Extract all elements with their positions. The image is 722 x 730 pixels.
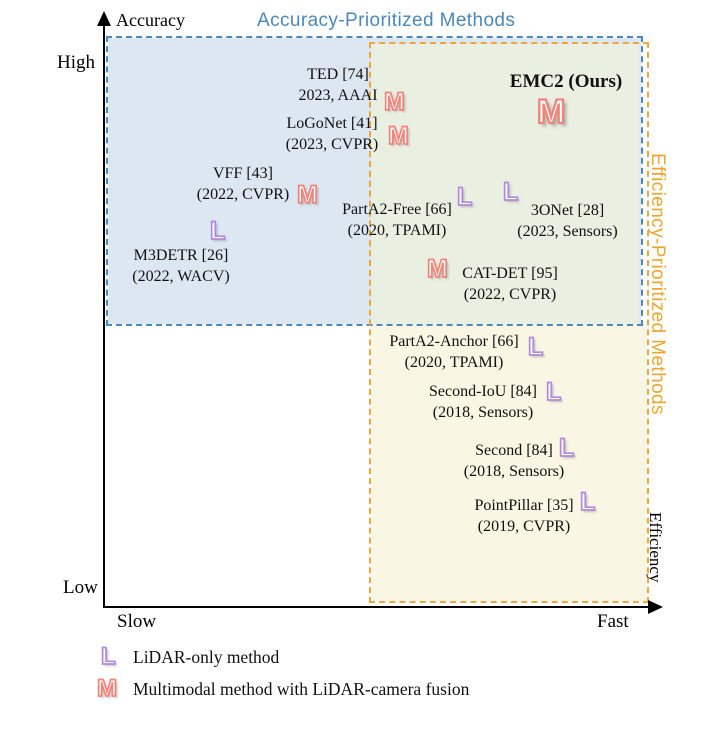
y-tick-high: High bbox=[57, 52, 95, 73]
legend-lidar-label: LiDAR-only method bbox=[133, 647, 280, 667]
lidar-icon: L bbox=[502, 178, 519, 206]
multimodal-icon-emc2: M bbox=[536, 93, 567, 131]
y-axis-label: Accuracy bbox=[116, 10, 185, 30]
method-label-parta2-anchor: PartA2-Anchor [66] (2020, TPAMI) bbox=[389, 333, 519, 371]
legend-multimodal-icon: M bbox=[96, 675, 118, 702]
lidar-icon: L bbox=[209, 217, 226, 245]
method-label-ted: TED [74] 2023, AAAI bbox=[298, 66, 378, 104]
method-label-3onet: 3ONet [28] (2023, Sensors) bbox=[517, 202, 618, 240]
method-label-second-iou: Second-IoU [84] (2018, Sensors) bbox=[429, 383, 537, 421]
efficiency-region-border bbox=[369, 42, 649, 603]
y-axis-arrow-icon bbox=[97, 11, 111, 26]
lidar-icon: L bbox=[527, 333, 544, 361]
x-axis-arrow-icon bbox=[648, 600, 663, 614]
x-tick-slow: Slow bbox=[117, 611, 157, 632]
legend-lidar-icon: L bbox=[100, 643, 116, 670]
multimodal-icon: M bbox=[296, 181, 319, 209]
legend-multimodal-label: Multimodal method with LiDAR-camera fusi… bbox=[133, 679, 470, 699]
overlap-region-fill bbox=[371, 44, 639, 324]
multimodal-icon: M bbox=[387, 122, 410, 150]
x-axis bbox=[104, 606, 650, 608]
method-label-logonet: LoGoNet [41] (2023, CVPR) bbox=[285, 115, 379, 153]
method-label-second: Second [84] (2018, Sensors) bbox=[463, 442, 565, 480]
x-tick-fast: Fast bbox=[597, 611, 629, 632]
lidar-icon: L bbox=[579, 488, 596, 516]
efficiency-region-title: Efficiency-Prioritized Methods bbox=[647, 153, 668, 415]
multimodal-icon: M bbox=[383, 88, 406, 116]
method-label-parta2-free: PartA2-Free [66] (2020, TPAMI) bbox=[342, 201, 452, 239]
efficiency-region-fill bbox=[371, 324, 647, 601]
lidar-icon: L bbox=[456, 183, 473, 211]
method-label-pointpillar: PointPillar [35] (2019, CVPR) bbox=[474, 497, 574, 535]
method-label-vff: VFF [43] (2022, CVPR) bbox=[196, 165, 290, 203]
x-axis-label: Efficiency bbox=[646, 512, 665, 583]
y-axis bbox=[103, 24, 105, 608]
accuracy-region-border bbox=[106, 36, 643, 326]
method-label-cat-det: CAT-DET [95] (2022, CVPR) bbox=[462, 265, 558, 303]
lidar-icon: L bbox=[558, 434, 575, 462]
method-label-emc2: EMC2 (Ours) bbox=[509, 71, 623, 92]
accuracy-region-title: Accuracy-Prioritized Methods bbox=[257, 10, 516, 31]
method-label-m3detr: M3DETR [26] (2022, WACV) bbox=[132, 247, 230, 285]
multimodal-icon: M bbox=[426, 255, 449, 283]
y-tick-low: Low bbox=[63, 577, 98, 598]
lidar-icon: L bbox=[545, 378, 562, 406]
